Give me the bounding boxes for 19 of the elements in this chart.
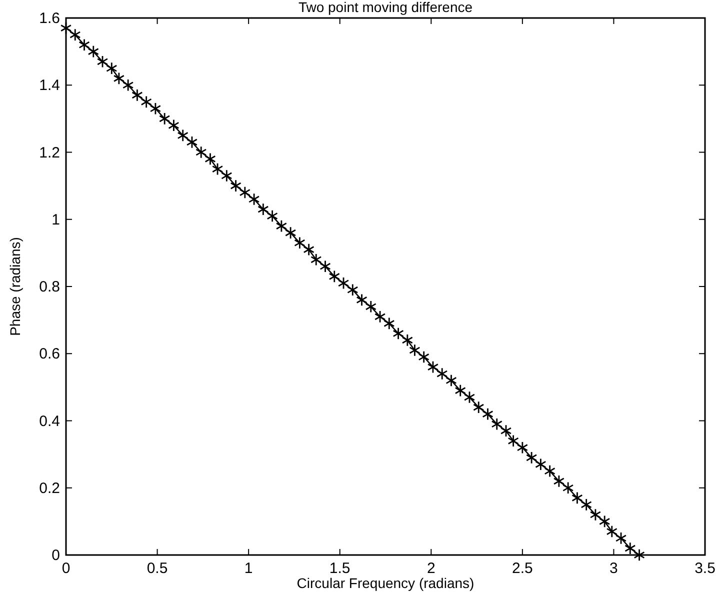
- x-tick-label: 3: [610, 560, 618, 577]
- y-tick-label: 0.8: [39, 278, 60, 296]
- y-tick-label: 0.2: [39, 480, 60, 497]
- x-tick-label: 1.5: [329, 560, 350, 577]
- y-tick-label: 0.4: [39, 412, 60, 430]
- y-tick-label: 1: [52, 211, 60, 228]
- y-tick-label: 1.6: [39, 10, 60, 27]
- x-tick-label: 3.5: [694, 560, 716, 577]
- y-tick-label: 1.2: [39, 144, 60, 162]
- x-tick-label: 2.5: [512, 560, 533, 577]
- y-tick-label: 1.4: [39, 77, 60, 94]
- y-tick-label: 0: [52, 547, 60, 564]
- x-axis-title: Circular Frequency (radians): [296, 575, 474, 591]
- x-tick-label: 2: [426, 560, 436, 577]
- x-tick-label: 0.5: [146, 560, 168, 577]
- x-tick-label: 1: [244, 560, 253, 577]
- y-tick-label: 0.6: [39, 346, 60, 363]
- chart-title: Two point moving difference: [298, 0, 473, 15]
- y-axis-title: Phase (radians): [7, 237, 23, 336]
